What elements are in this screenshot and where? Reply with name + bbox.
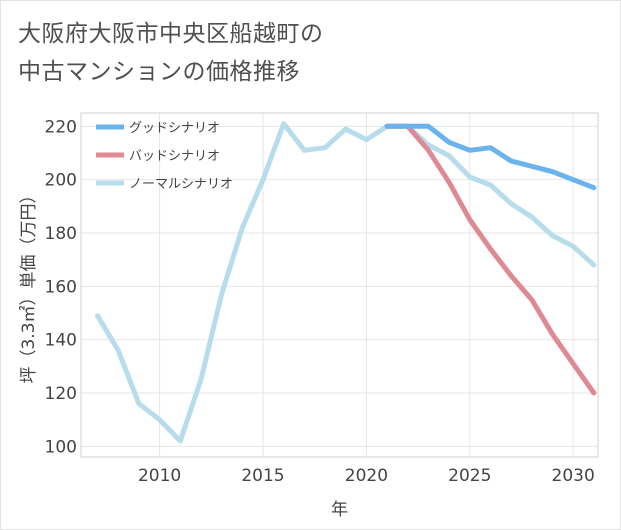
chart-title: 大阪府大阪市中央区船越町の 中古マンションの価格推移	[18, 15, 324, 91]
y-tick-label-4: 180	[45, 224, 77, 244]
y-tick-label-6: 220	[45, 117, 77, 137]
x-tick-label-1: 2015	[241, 466, 284, 486]
chart-title-line2: 中古マンションの価格推移	[18, 59, 300, 85]
y-tick-label-3: 160	[45, 277, 77, 297]
x-axis-label: 年	[331, 500, 348, 520]
legend-label-0: グッドシナリオ	[129, 121, 220, 136]
series-line-1	[384, 123, 597, 396]
x-tick-label-4: 2030	[552, 466, 595, 486]
series-lines	[95, 121, 597, 444]
x-tick-label-2: 2020	[345, 466, 388, 486]
axis-ticks: 2010 2015 2020 2025 2030 100 120 140 160 180 200 22…	[45, 117, 595, 486]
series-line-0	[384, 123, 597, 191]
y-tick-label-5: 200	[45, 171, 77, 191]
chart-title-line1: 大阪府大阪市中央区船越町の	[18, 21, 324, 47]
y-tick-label-2: 140	[45, 331, 77, 351]
legend-label-1: バッドシナリオ	[129, 149, 220, 164]
y-axis-label: 坪（3.3㎡）単価（万円）	[19, 186, 39, 383]
legend-label-2: ノーマルシナリオ	[129, 177, 233, 192]
y-tick-label-1: 120	[45, 384, 77, 404]
plot-frame	[80, 112, 599, 458]
y-tick-label-0: 100	[45, 437, 77, 457]
x-tick-label-0: 2010	[138, 466, 181, 486]
x-tick-label-3: 2025	[448, 466, 491, 486]
series-line-2	[95, 121, 597, 444]
grid-lines	[81, 113, 598, 457]
